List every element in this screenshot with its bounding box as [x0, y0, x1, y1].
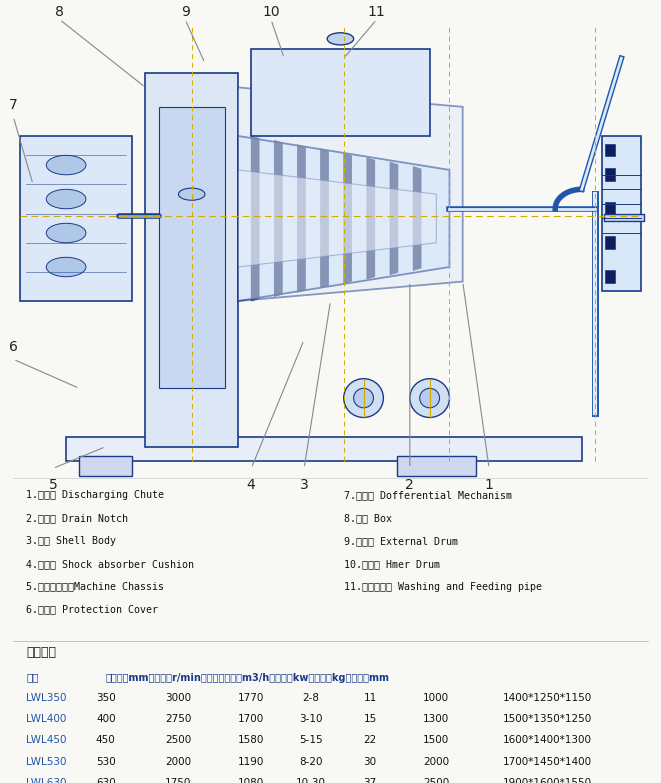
Text: LWL630: LWL630 — [26, 778, 67, 783]
Text: 2000: 2000 — [423, 756, 449, 767]
Ellipse shape — [46, 189, 86, 209]
Text: 2: 2 — [405, 478, 414, 493]
Text: 37: 37 — [364, 778, 377, 783]
Text: 1400*1250*1150: 1400*1250*1150 — [502, 693, 592, 702]
Text: LWL450: LWL450 — [26, 735, 67, 745]
Text: 1300: 1300 — [423, 714, 449, 724]
Text: 1750: 1750 — [165, 778, 192, 783]
Bar — [605, 168, 615, 181]
Polygon shape — [238, 88, 463, 301]
Text: 4: 4 — [247, 478, 256, 493]
Text: 1600*1400*1300: 1600*1400*1300 — [502, 735, 592, 745]
Text: 1700*1450*1400: 1700*1450*1400 — [502, 756, 592, 767]
Bar — [605, 236, 615, 248]
Polygon shape — [321, 149, 329, 288]
Text: 1500: 1500 — [423, 735, 449, 745]
Text: 1190: 1190 — [238, 756, 264, 767]
Text: LWL350: LWL350 — [26, 693, 67, 702]
Polygon shape — [602, 136, 641, 291]
Text: 10-30: 10-30 — [295, 778, 326, 783]
Polygon shape — [397, 456, 476, 476]
Text: 630: 630 — [96, 778, 116, 783]
Bar — [605, 144, 615, 157]
Polygon shape — [297, 145, 305, 292]
Text: 30: 30 — [364, 756, 377, 767]
Text: LWL400: LWL400 — [26, 714, 67, 724]
Text: 9.外转鼓 External Drum: 9.外转鼓 External Drum — [344, 536, 457, 546]
Text: 1700: 1700 — [238, 714, 264, 724]
Ellipse shape — [420, 388, 440, 408]
Text: 450: 450 — [96, 735, 116, 745]
Text: 2-8: 2-8 — [302, 693, 319, 702]
Ellipse shape — [178, 188, 205, 200]
Text: 350: 350 — [96, 693, 116, 702]
Polygon shape — [238, 170, 436, 267]
Text: 2000: 2000 — [165, 756, 192, 767]
Polygon shape — [251, 49, 430, 136]
Text: 2500: 2500 — [165, 735, 192, 745]
Text: 5.机座（底座）Machine Chassis: 5.机座（底座）Machine Chassis — [26, 582, 165, 591]
Text: 3000: 3000 — [165, 693, 192, 702]
Text: 3: 3 — [299, 478, 309, 493]
Text: 2750: 2750 — [165, 714, 192, 724]
Text: 1770: 1770 — [238, 693, 264, 702]
Text: LWL530: LWL530 — [26, 756, 67, 767]
Ellipse shape — [46, 258, 86, 276]
Text: 1500*1350*1250: 1500*1350*1250 — [502, 714, 592, 724]
Text: 1580: 1580 — [238, 735, 264, 745]
Text: 5: 5 — [48, 478, 58, 493]
Text: 8.箱体 Box: 8.箱体 Box — [344, 513, 392, 523]
Polygon shape — [20, 136, 132, 301]
Text: 11: 11 — [368, 5, 385, 20]
Text: 1.出料斗 Discharging Chute: 1.出料斗 Discharging Chute — [26, 490, 165, 500]
Text: 15: 15 — [364, 714, 377, 724]
Text: 9: 9 — [180, 5, 190, 20]
Text: 1900*1600*1550: 1900*1600*1550 — [502, 778, 592, 783]
Text: 3-10: 3-10 — [299, 714, 323, 724]
Text: 1000: 1000 — [423, 693, 449, 702]
Text: 530: 530 — [96, 756, 116, 767]
Polygon shape — [238, 136, 449, 301]
Polygon shape — [344, 153, 352, 283]
Bar — [605, 270, 615, 283]
Ellipse shape — [46, 155, 86, 175]
Ellipse shape — [354, 388, 373, 408]
Ellipse shape — [344, 379, 383, 417]
Text: 4.防振垫 Shock absorber Cushion: 4.防振垫 Shock absorber Cushion — [26, 559, 194, 568]
Polygon shape — [413, 167, 421, 270]
Ellipse shape — [410, 379, 449, 417]
Text: 7: 7 — [9, 98, 18, 112]
Text: 11: 11 — [364, 693, 377, 702]
Polygon shape — [66, 437, 582, 461]
Text: 2.排液口 Drain Notch: 2.排液口 Drain Notch — [26, 513, 128, 523]
Polygon shape — [145, 73, 238, 446]
Text: 转鼓直径mm转鼓转速r/min分离因数进料量m3/h电机功率kw机器重量kg外型尺寸mm: 转鼓直径mm转鼓转速r/min分离因数进料量m3/h电机功率kw机器重量kg外型… — [106, 673, 390, 683]
Polygon shape — [79, 456, 132, 476]
Text: 1080: 1080 — [238, 778, 264, 783]
Text: 8-20: 8-20 — [299, 756, 323, 767]
Ellipse shape — [327, 33, 354, 45]
Polygon shape — [159, 106, 225, 388]
Text: 1: 1 — [485, 478, 494, 493]
Bar — [605, 203, 615, 215]
Text: 3.壳体 Shell Body: 3.壳体 Shell Body — [26, 536, 116, 546]
Text: 6.防护罩 Protection Cover: 6.防护罩 Protection Cover — [26, 604, 159, 615]
Ellipse shape — [46, 223, 86, 243]
Polygon shape — [367, 157, 375, 279]
Text: 技术参数: 技术参数 — [26, 645, 56, 659]
Text: 11.洗涤进料管 Washing and Feeding pipe: 11.洗涤进料管 Washing and Feeding pipe — [344, 582, 542, 591]
Text: 10.内转鼓 Hmer Drum: 10.内转鼓 Hmer Drum — [344, 559, 440, 568]
Polygon shape — [390, 162, 398, 275]
Text: 6: 6 — [9, 341, 18, 355]
Text: 5-15: 5-15 — [299, 735, 323, 745]
Polygon shape — [251, 136, 259, 301]
Polygon shape — [274, 140, 282, 297]
Text: 2500: 2500 — [423, 778, 449, 783]
Text: 22: 22 — [364, 735, 377, 745]
Text: 400: 400 — [96, 714, 116, 724]
Text: 10: 10 — [262, 5, 280, 20]
Text: 7.差速器 Dofferential Mechanism: 7.差速器 Dofferential Mechanism — [344, 490, 512, 500]
Text: 8: 8 — [55, 5, 64, 20]
Text: 型号: 型号 — [26, 673, 39, 683]
